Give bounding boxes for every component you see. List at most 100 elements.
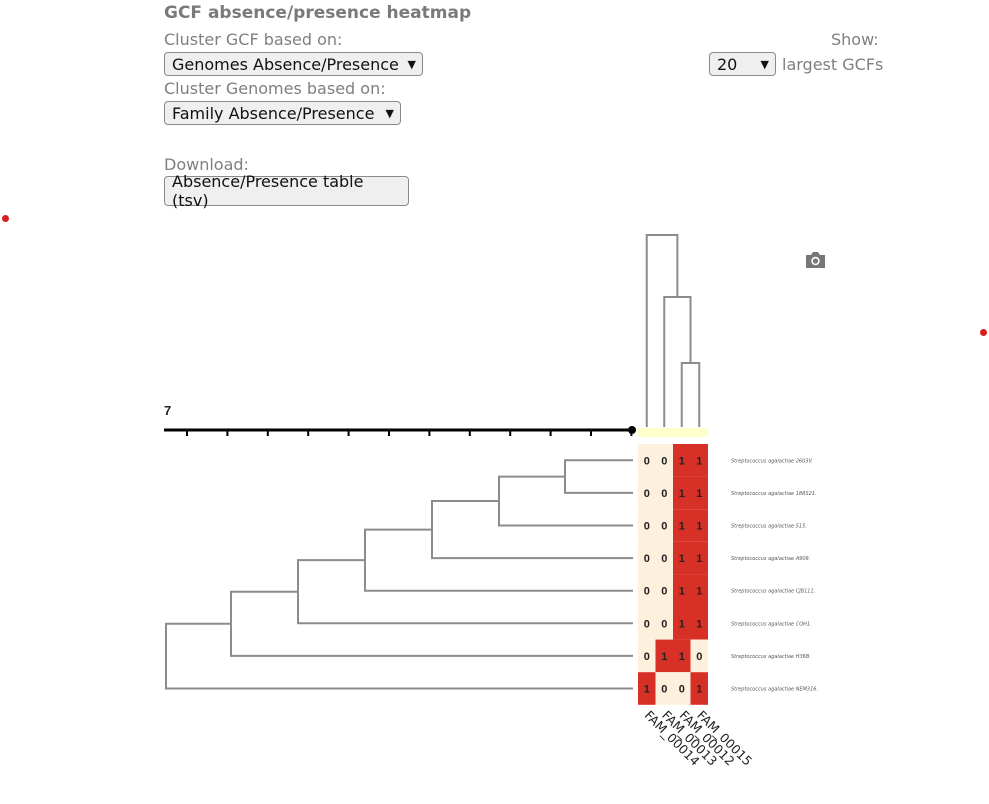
cell-value-label: 0 — [661, 586, 667, 598]
row-label: Streptococcus agalactiae NEM316. — [731, 687, 818, 693]
show-count-value: 20 — [717, 54, 738, 74]
cluster-genomes-label: Cluster Genomes based on: — [164, 79, 386, 98]
heatmap-cell — [690, 574, 708, 607]
column-highlight-strip — [638, 428, 708, 437]
heatmap-cell — [655, 541, 673, 575]
cell-value-label: 0 — [661, 521, 667, 533]
row-label: Streptococcus agalactiae COH1. — [731, 621, 812, 627]
heatmap-cell — [673, 639, 691, 673]
download-label: Download: — [164, 155, 249, 174]
heatmap-cell — [673, 476, 691, 510]
heatmap-cell — [655, 476, 673, 510]
row-label: Streptococcus agalactiae CJB111. — [731, 589, 815, 595]
cell-value-label: 1 — [679, 651, 685, 663]
heatmap-cell — [638, 672, 656, 705]
cell-value-label: 0 — [679, 684, 685, 696]
heatmap-cell — [638, 607, 656, 640]
chevron-down-icon: ▼ — [760, 57, 769, 71]
cell-value-label: 1 — [679, 488, 685, 500]
heatmap-cell — [690, 607, 708, 640]
row-label: Streptococcus agalactiae 2603V. — [731, 458, 813, 464]
heatmap-cell — [655, 509, 673, 542]
dendrogram-link — [364, 528, 633, 592]
heatmap-cell — [638, 444, 656, 477]
cell-value-label: 0 — [644, 651, 650, 663]
cell-value-label: 1 — [679, 618, 685, 630]
row-dendrogram — [165, 459, 633, 690]
cell-value-label: 0 — [644, 553, 650, 565]
scale-bar: 7 — [164, 403, 636, 436]
cell-value-label: 1 — [696, 488, 702, 500]
row-label: Streptococcus agalactiae H36B. — [731, 654, 811, 660]
heatmap-cell — [638, 476, 656, 510]
cell-value-label: 0 — [644, 586, 650, 598]
cell-value-label: 1 — [679, 521, 685, 533]
row-label: Streptococcus agalactiae 18RS21. — [731, 491, 817, 497]
cluster-genomes-value: Family Absence/Presence — [172, 103, 375, 123]
dendrogram-link — [680, 362, 701, 427]
column-dendrogram — [645, 234, 701, 427]
heatmap-cell — [673, 509, 691, 542]
heatmap-cell — [673, 574, 691, 607]
cluster-genomes-select[interactable]: Family Absence/Presence ▼ — [164, 101, 401, 125]
heatmap-cell — [655, 444, 673, 477]
heatmap-cell — [690, 476, 708, 510]
cell-value-label: 0 — [644, 455, 650, 467]
row-labels: Streptococcus agalactiae 2603V. Streptoco… — [731, 458, 818, 692]
heatmap-cell — [690, 639, 708, 673]
cell-value-label: 1 — [696, 684, 702, 696]
cell-value-label: 0 — [696, 651, 702, 663]
dendrogram-link — [645, 234, 679, 427]
heatmap-cell — [673, 444, 691, 477]
heatmap-cell — [655, 639, 673, 673]
cell-value-label: 1 — [696, 455, 702, 467]
cell-value-label: 1 — [679, 586, 685, 598]
cell-value-label: 1 — [661, 651, 667, 663]
cell-value-label: 1 — [679, 553, 685, 565]
dendrogram-link — [431, 500, 633, 560]
heatmap-cell — [690, 672, 708, 705]
row-label: Streptococcus agalactiae A909. — [731, 556, 810, 562]
cell-value-label: 1 — [696, 521, 702, 533]
cell-value-label: 0 — [644, 618, 650, 630]
red-marker-dot — [2, 215, 9, 222]
download-tsv-button[interactable]: Absence/Presence table (tsv) — [164, 172, 409, 210]
cell-value-label: 1 — [696, 586, 702, 598]
cell-value-label: 0 — [644, 488, 650, 500]
heatmap-cell — [673, 541, 691, 575]
heatmap-cell — [655, 672, 673, 705]
heatmap-cell — [690, 444, 708, 477]
heatmap-cell — [673, 672, 691, 705]
page-title: GCF absence/presence heatmap — [164, 3, 472, 23]
cell-value-label: 1 — [679, 455, 685, 467]
cluster-gcf-label: Cluster GCF based on: — [164, 30, 343, 49]
cell-value-label: 1 — [644, 684, 650, 696]
dendrogram-link — [165, 622, 633, 690]
show-suffix: largest GCFs — [782, 55, 884, 74]
scale-label: 7 — [164, 403, 171, 418]
heatmap-cell — [638, 639, 656, 673]
chevron-down-icon: ▼ — [407, 57, 416, 71]
cluster-gcf-select[interactable]: Genomes Absence/Presence ▼ — [164, 52, 423, 76]
heatmap-cell — [690, 509, 708, 542]
red-marker-dot — [980, 329, 987, 336]
show-count-select[interactable]: 20 ▼ — [709, 52, 776, 76]
heatmap-cell — [673, 607, 691, 640]
camera-icon[interactable] — [805, 251, 826, 269]
show-label: Show: — [831, 30, 879, 49]
cell-value-label: 0 — [661, 488, 667, 500]
heatmap-cell — [655, 607, 673, 640]
heatmap-cell — [690, 541, 708, 575]
cell-value-label: 0 — [661, 553, 667, 565]
cell-value-label: 1 — [696, 553, 702, 565]
heatmap-cells: 0 0 1 10 0 1 10 0 1 10 0 1 10 0 1 10 0 1 10 1 1 01 0 0 1 — [638, 428, 708, 705]
scale-endpoint — [628, 426, 636, 434]
cell-value-label: 1 — [696, 618, 702, 630]
download-button-label: Absence/Presence table (tsv) — [172, 172, 364, 210]
dendrogram-link — [564, 459, 633, 494]
chevron-down-icon: ▼ — [385, 106, 394, 120]
cluster-gcf-value: Genomes Absence/Presence — [172, 54, 399, 74]
heatmap-cell — [638, 541, 656, 575]
heatmap-cell — [638, 509, 656, 542]
